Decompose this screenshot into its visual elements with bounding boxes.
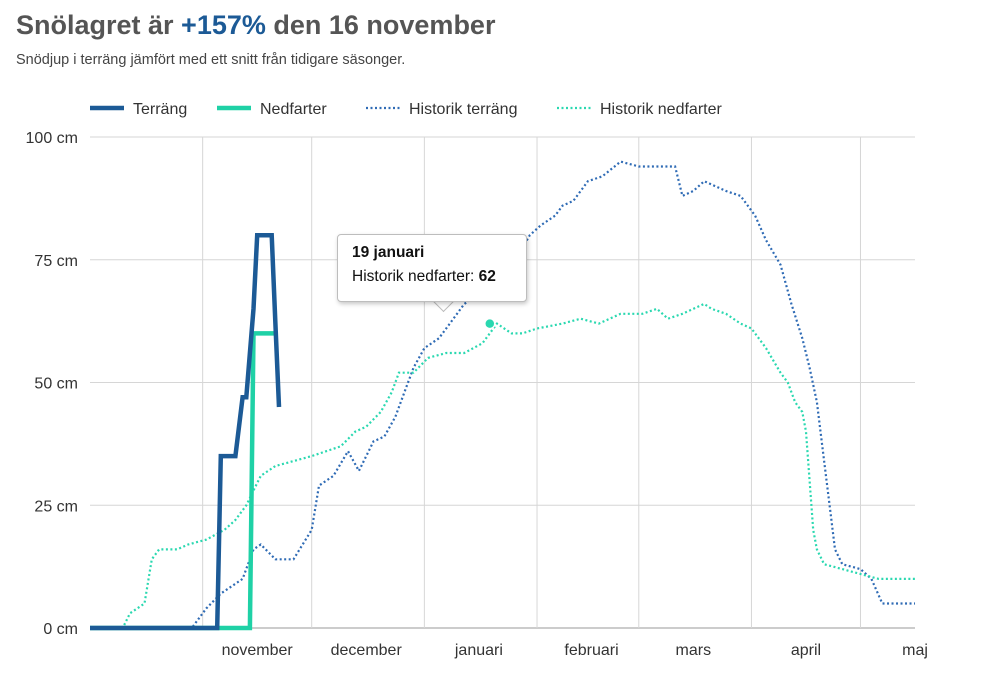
y-tick-label: 25 cm xyxy=(34,498,78,515)
y-tick-label: 75 cm xyxy=(34,253,78,270)
x-tick-label: maj xyxy=(902,642,928,659)
title-prefix: Snölagret är xyxy=(16,10,182,40)
tooltip-point-marker xyxy=(484,317,496,330)
legend: Terräng Nedfarter Historik terräng Historik… xyxy=(90,101,722,118)
series-line-0 xyxy=(90,232,282,631)
x-tick-label: januari xyxy=(454,642,503,659)
x-tick-label: april xyxy=(791,642,821,659)
y-tick-label: 0 cm xyxy=(43,621,78,638)
tooltip-value: 62 xyxy=(478,268,496,285)
y-tick-label: 100 cm xyxy=(26,130,78,147)
chart-subtitle: Snödjup i terräng jämfört med ett snitt … xyxy=(16,52,406,68)
tooltip-date: 19 januari xyxy=(352,244,425,261)
x-tick-label: mars xyxy=(676,642,712,659)
x-tick-label: december xyxy=(331,642,403,659)
axis-labels: 0 cm 25 cm 50 cm 75 cm 100 cm november decembe… xyxy=(26,130,928,659)
x-tick-label: februari xyxy=(564,642,618,659)
series-layer xyxy=(90,160,915,631)
grid-layer xyxy=(90,136,915,629)
tooltip-label: Historik nedfarter: xyxy=(352,268,479,285)
x-tick-label: november xyxy=(222,642,294,659)
chart-title: Snölagret är +157% den 16 november xyxy=(16,10,495,41)
series-line-2 xyxy=(90,160,915,630)
legend-label-3: Historik nedfarter xyxy=(600,101,722,118)
legend-label-0: Terräng xyxy=(133,101,187,118)
legend-label-2: Historik terräng xyxy=(409,101,517,118)
y-tick-label: 50 cm xyxy=(34,376,78,393)
tooltip: 19 januari Historik nedfarter: 62 xyxy=(337,234,527,302)
legend-label-1: Nedfarter xyxy=(260,101,327,118)
title-highlight-value: +157% xyxy=(181,10,266,40)
series-line-3 xyxy=(90,302,915,630)
title-suffix: den 16 november xyxy=(265,10,496,40)
